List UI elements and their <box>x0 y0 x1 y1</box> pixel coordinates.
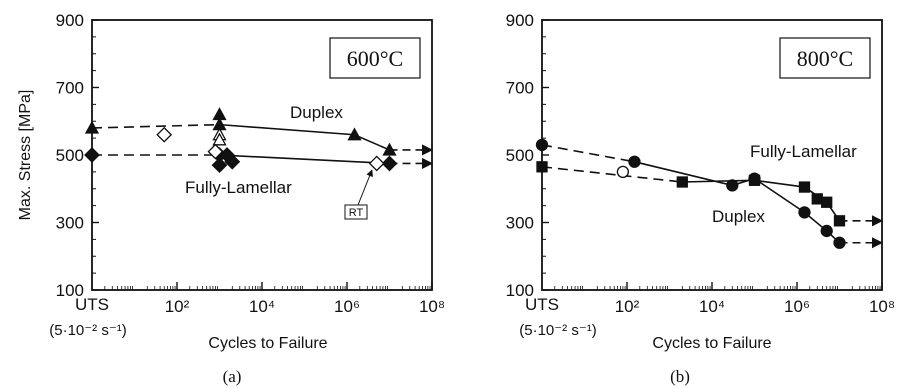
panel-a: Max. Stress [MPa] 100 300 500 700 900 10² 10⁴… <box>17 11 445 386</box>
point-b-1-filled-4 <box>798 206 811 219</box>
x-tick-label-b-4: 10⁴ <box>699 297 725 316</box>
point-a-1-filled-4 <box>224 153 241 170</box>
dashed-line-b-1 <box>541 144 635 163</box>
point-a-1-open-1 <box>207 143 224 160</box>
y-tick-label-a-900: 900 <box>56 11 84 30</box>
point-b-0-filled-3 <box>798 181 811 193</box>
x-tick-label-a-4: 10⁴ <box>249 297 275 316</box>
x-axis-label-b: Cycles to Failure <box>652 335 771 352</box>
point-a-0-open-1 <box>212 132 227 146</box>
annotation-box-b <box>779 37 871 79</box>
point-a-1-filled-0 <box>84 147 100 163</box>
solid-line-a-0 <box>219 123 390 151</box>
x-tick-label-b-8: 10⁸ <box>869 297 895 316</box>
x-first-tick-sub-a: (5·10⁻² s⁻¹) <box>49 322 127 339</box>
point-b-1-filled-2 <box>726 179 739 192</box>
point-b-1-open-0 <box>616 165 630 179</box>
point-a-1-filled-2 <box>211 157 228 174</box>
point-a-1-filled-5 <box>381 155 398 172</box>
annotation-b: 800°C <box>797 46 853 71</box>
point-b-0-filled-5 <box>821 196 833 208</box>
series-marks-a <box>84 107 398 174</box>
point-b-1-filled-1 <box>628 155 641 168</box>
point-a-0-filled-0 <box>84 120 100 134</box>
x-ticks-a: 10² 10⁴ 10⁶ 10⁸ <box>104 282 445 316</box>
point-b-1-filled-0 <box>535 138 549 152</box>
x-first-tick-sub-b: (5·10⁻² s⁻¹) <box>519 322 597 339</box>
point-a-0-filled-3 <box>347 127 362 141</box>
point-b-1-filled-6 <box>833 236 846 249</box>
series-lines-a <box>91 123 434 170</box>
x-tick-label-b-2: 10² <box>615 297 640 316</box>
point-b-0-filled-0 <box>536 161 548 173</box>
solid-line-b-1 <box>634 160 841 244</box>
point-b-1-filled-3 <box>748 172 761 185</box>
x-first-tick-a: UTS <box>75 295 109 314</box>
y-tick-label-b-900: 900 <box>506 11 534 30</box>
y-tick-label-a-100: 100 <box>56 281 84 300</box>
annotation-a: 600°C <box>347 46 403 71</box>
rt-box-a <box>344 204 368 220</box>
panel-b: 100 300 500 700 900 10² 10⁴ 10⁶ 10⁸ UTS (5·10⁻²… <box>506 11 895 386</box>
annotation-box-a <box>329 37 421 79</box>
y-tick-label-b-300: 300 <box>506 214 534 233</box>
dashed-line-a-0 <box>91 123 220 129</box>
point-b-0-filled-4 <box>811 193 823 205</box>
y-tick-label-b-700: 700 <box>506 79 534 98</box>
point-b-0-filled-1 <box>676 176 688 188</box>
rt-label-a: RT <box>349 207 364 219</box>
series-label-duplex-b: Duplex <box>712 207 765 226</box>
series-label-lamellar-b: Fully-Lamellar <box>750 142 857 161</box>
point-b-1-filled-5 <box>820 224 833 238</box>
x-axis-label-a: Cycles to Failure <box>208 335 327 352</box>
panel-label-a: (a) <box>223 367 242 386</box>
point-a-0-filled-4 <box>382 142 397 156</box>
x-ticks-b: 10² 10⁴ 10⁶ 10⁸ <box>554 282 895 316</box>
x-tick-label-b-6: 10⁶ <box>784 297 810 316</box>
point-a-1-open-0 <box>156 126 173 143</box>
y-tick-label-a-500: 500 <box>56 146 84 165</box>
panel-label-b: (b) <box>670 367 690 386</box>
x-tick-label-a-2: 10² <box>165 297 190 316</box>
y-tick-label-a-700: 700 <box>56 79 84 98</box>
y-tick-label-b-500: 500 <box>506 146 534 165</box>
x-first-tick-b: UTS <box>525 295 559 314</box>
y-ticks-b: 100 300 500 700 900 <box>506 11 549 300</box>
point-b-0-filled-6 <box>833 215 846 227</box>
series-marks-b <box>535 138 846 249</box>
rt-pointer-a <box>357 169 373 206</box>
series-label-lamellar-a: Fully-Lamellar <box>185 178 292 197</box>
y-tick-label-b-100: 100 <box>506 281 534 300</box>
y-axis-label-a: Max. Stress [MPa] <box>17 90 34 221</box>
dashed-line-b-0 <box>541 166 683 183</box>
point-a-1-open-2 <box>368 155 385 172</box>
solid-line-a-1 <box>219 154 390 165</box>
y-tick-label-a-300: 300 <box>56 214 84 233</box>
x-tick-label-a-8: 10⁸ <box>419 297 445 316</box>
series-label-duplex-a: Duplex <box>290 103 343 122</box>
x-tick-label-a-6: 10⁶ <box>334 297 360 316</box>
